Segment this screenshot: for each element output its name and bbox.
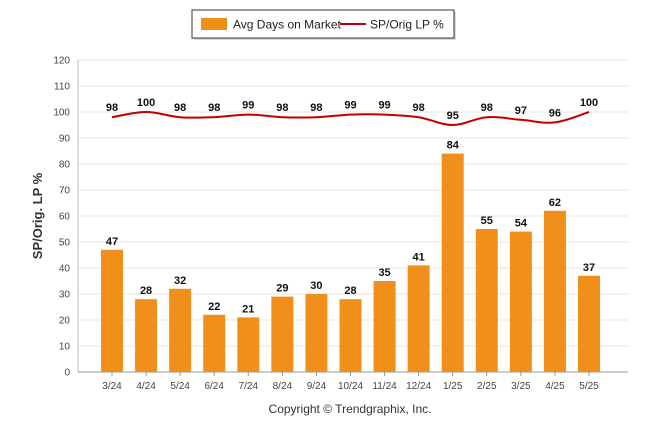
- bar: [373, 281, 396, 372]
- line-value-label: 100: [137, 97, 155, 109]
- y-tick-label: 40: [59, 264, 71, 275]
- y-tick-label: 10: [59, 342, 71, 353]
- line-value-label: 98: [481, 102, 493, 114]
- bar-value-label: 28: [140, 285, 152, 297]
- line-value-label: 98: [276, 102, 288, 114]
- bar: [543, 210, 566, 372]
- bar-series: [101, 153, 600, 372]
- y-tick-label: 100: [53, 108, 70, 119]
- x-tick-label: 1/25: [443, 381, 463, 392]
- y-tick-label: 60: [59, 212, 71, 223]
- bar-value-label: 84: [447, 140, 460, 152]
- line-series: [111, 110, 590, 127]
- legend-box: [191, 9, 455, 39]
- data-labels: 47 28 32 22 21 29 30 28 35 41 84 55 54 62 37 98 100 98 98 9…: [106, 97, 598, 315]
- y-tick-label: 30: [59, 290, 71, 301]
- bar: [578, 275, 600, 372]
- x-tick-label: 3/24: [102, 381, 122, 392]
- x-tick-label: 10/24: [338, 381, 363, 392]
- legend: Avg Days on Market SP/Orig LP %: [191, 9, 456, 40]
- legend-line-label: SP/Orig LP %: [370, 18, 444, 32]
- bar-value-label: 29: [276, 283, 288, 295]
- bar-value-label: 22: [208, 301, 220, 313]
- y-tick-label: 120: [53, 56, 70, 67]
- x-tick-label: 5/24: [170, 381, 190, 392]
- line-value-label: 98: [413, 102, 425, 114]
- y-tick-label: 50: [59, 238, 71, 249]
- y-tick-label: 110: [54, 82, 70, 93]
- y-axis-title: SP/Orig. LP %: [30, 172, 45, 259]
- copyright-text: Copyright © Trendgraphix, Inc.: [269, 402, 432, 416]
- x-tick-label: 2/25: [477, 381, 497, 392]
- x-tick-label: 9/24: [307, 381, 327, 392]
- bar: [169, 288, 192, 372]
- bar: [475, 229, 498, 372]
- line-value-label: 98: [106, 102, 118, 114]
- line-value-label: 98: [310, 102, 322, 114]
- line-value-label: 95: [447, 110, 459, 122]
- bar-value-label: 62: [549, 197, 561, 209]
- bar: [237, 317, 260, 372]
- bar: [441, 153, 464, 372]
- bar-value-label: 54: [515, 218, 528, 230]
- x-tick-label: 4/24: [136, 381, 156, 392]
- line-value-label: 100: [580, 97, 598, 109]
- line-value-label: 98: [208, 102, 220, 114]
- x-tick-label: 3/25: [511, 381, 531, 392]
- legend-bar-label: Avg Days on Market: [233, 18, 341, 32]
- y-tick-label: 90: [59, 134, 71, 145]
- bar: [509, 231, 532, 372]
- line-value-label: 99: [242, 100, 254, 112]
- line-value-label: 99: [378, 100, 390, 112]
- y-axis-ticks: 0 10 20 30 40 50 60 70 80 90 100 110 120: [53, 56, 70, 379]
- bar-value-label: 47: [106, 236, 118, 248]
- legend-bar-swatch: [201, 18, 227, 30]
- bar: [101, 249, 123, 372]
- bar: [339, 299, 362, 372]
- y-tick-label: 20: [59, 316, 71, 327]
- line-value-label: 98: [174, 102, 186, 114]
- bar-value-label: 35: [378, 267, 390, 279]
- bar-value-label: 28: [344, 285, 356, 297]
- y-tick-label: 70: [59, 186, 71, 197]
- y-tick-label: 0: [64, 368, 70, 379]
- x-axis-ticks: 3/24 4/24 5/24 6/24 7/24 8/24 9/24 10/24 11/24 12…: [102, 372, 599, 392]
- x-tick-label: 12/24: [406, 381, 431, 392]
- x-tick-label: 6/24: [204, 381, 224, 392]
- bar: [203, 314, 226, 372]
- y-tick-label: 80: [59, 160, 71, 171]
- bar-value-label: 21: [242, 303, 254, 315]
- x-tick-label: 4/25: [545, 381, 565, 392]
- bar-value-label: 55: [481, 215, 493, 227]
- line-path: [111, 110, 590, 127]
- line-value-label: 99: [344, 100, 356, 112]
- line-value-label: 96: [549, 107, 561, 119]
- bar: [407, 265, 430, 372]
- bar: [271, 296, 294, 372]
- bar-value-label: 32: [174, 275, 186, 287]
- line-value-label: 97: [515, 105, 527, 117]
- bar-value-label: 41: [413, 251, 425, 263]
- bar: [135, 299, 158, 372]
- x-tick-label: 11/24: [372, 381, 397, 392]
- bar-value-label: 37: [583, 262, 595, 274]
- bar: [305, 294, 328, 372]
- x-tick-label: 8/24: [273, 381, 293, 392]
- bar-value-label: 30: [310, 280, 322, 292]
- x-tick-label: 5/25: [579, 381, 599, 392]
- x-tick-label: 7/24: [239, 381, 259, 392]
